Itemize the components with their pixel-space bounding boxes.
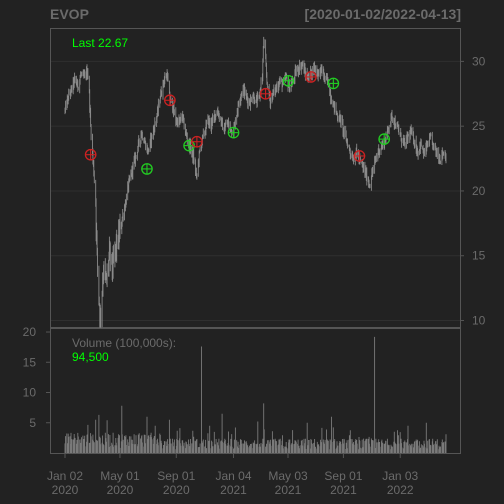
volume-axis: 20 15 10 5 [23,325,50,430]
date-tick-label: May 01 [100,469,140,483]
signal-marker [191,135,203,148]
date-tick-label: Sep 01 [157,469,195,483]
date-tick-label: Jan 03 [382,469,418,483]
date-tick-label: Sep 01 [324,469,362,483]
signal-marker [282,74,295,87]
signal-marker [259,87,272,100]
date-tick-label: May 03 [268,469,308,483]
volume-last-value: 94,500 [72,350,109,364]
signal-marker [227,126,240,139]
volume-panel-frame [50,328,461,454]
date-tick-year: 2020 [52,483,79,497]
signal-marker [327,77,340,90]
date-tick-label: Jan 02 [47,469,83,483]
signal-marker [164,94,176,107]
price-tick-label: 10 [472,314,486,328]
date-tick-year: 2021 [330,483,357,497]
date-tick-label: Jan 04 [216,469,252,483]
date-tick-year: 2022 [387,483,414,497]
last-price-label: Last 22.67 [72,36,128,50]
volume-tick-label: 10 [23,386,37,400]
price-axis: 30 25 20 15 10 [460,54,486,328]
signal-marker [84,148,97,161]
volume-series [64,336,447,453]
signal-marker [378,133,391,145]
volume-panel: 20 15 10 5 Volume (100,000s): 94,500 [23,325,461,454]
price-series [64,36,447,328]
price-bars-path [64,36,447,328]
date-range-title: [2020-01-02/2022-04-13] [305,6,461,22]
price-tick-label: 15 [472,249,486,263]
date-tick-year: 2020 [163,483,190,497]
volume-tick-label: 5 [29,416,36,430]
signal-marker [141,163,153,175]
signal-markers [84,71,391,175]
price-grid [51,60,460,322]
signal-marker [353,150,366,162]
date-tick-year: 2021 [220,483,247,497]
signal-marker [305,71,317,83]
price-panel: 30 25 20 15 10 Last 22.67 [50,28,486,328]
volume-label: Volume (100,000s): [72,336,176,350]
price-panel-frame [50,28,461,328]
date-tick-year: 2020 [107,483,134,497]
price-tick-label: 25 [472,119,486,133]
price-tick-label: 30 [472,54,486,68]
date-tick-year: 2021 [275,483,302,497]
volume-bars-path [64,336,447,453]
ticker-title: EVOP [50,6,89,22]
volume-tick-label: 15 [23,355,37,369]
price-tick-label: 20 [472,184,486,198]
volume-tick-label: 20 [23,325,37,339]
